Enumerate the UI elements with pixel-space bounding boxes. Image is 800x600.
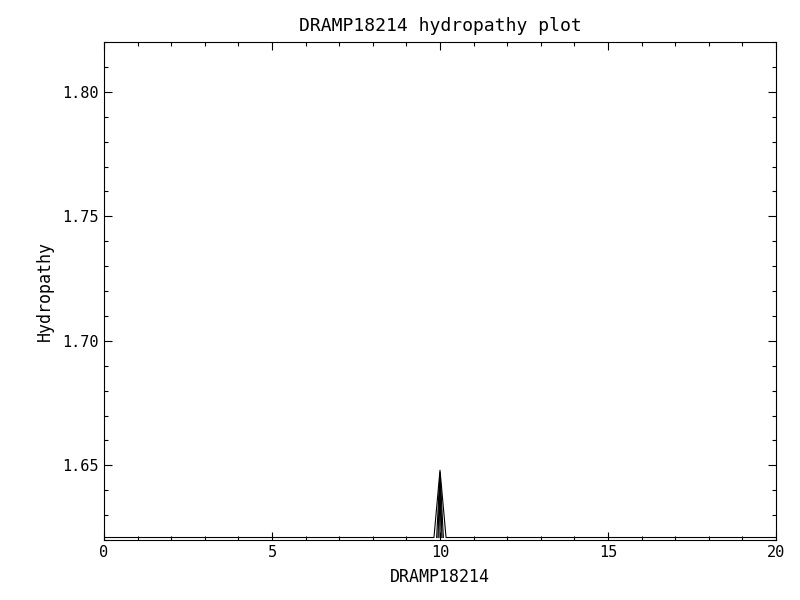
X-axis label: DRAMP18214: DRAMP18214 xyxy=(390,568,490,586)
Title: DRAMP18214 hydropathy plot: DRAMP18214 hydropathy plot xyxy=(298,17,582,35)
Y-axis label: Hydropathy: Hydropathy xyxy=(36,241,54,341)
